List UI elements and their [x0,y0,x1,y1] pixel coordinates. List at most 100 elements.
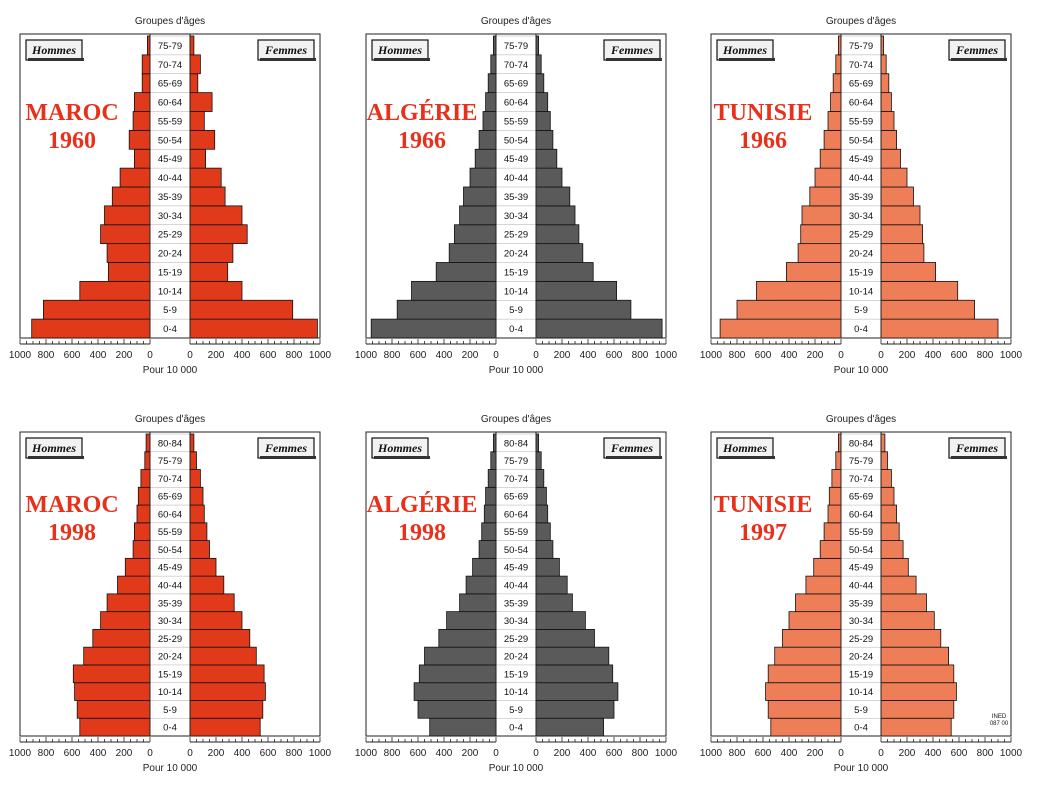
age-label: 15-19 [158,267,182,278]
bar-men-0-4 [770,717,842,737]
age-label: 45-49 [849,563,873,574]
bar-women-10-14 [535,280,617,301]
bar-men-30-34 [788,611,842,630]
bar-women-15-19 [880,262,936,282]
age-label: 80-84 [849,438,873,449]
women-box-shadow [951,456,1007,459]
bar-men-15-19 [72,664,151,684]
bar-women-40-44 [535,167,563,188]
age-label: 5-9 [854,305,868,316]
bar-men-60-64 [830,92,842,112]
bar-women-55-59 [189,522,208,541]
age-label: 70-74 [849,60,873,71]
tick-label-right: 0 [187,350,193,361]
bar-women-35-39 [535,593,573,613]
age-label: 25-29 [504,634,528,645]
women-box-shadow [606,58,662,61]
age-label: 30-34 [158,616,182,627]
bar-men-10-14 [79,280,151,301]
age-label: 40-44 [849,581,873,592]
age-label: 65-69 [849,79,873,90]
bar-women-80-84 [880,433,886,453]
bar-men-35-39 [463,186,497,207]
bar-men-20-24 [106,243,151,263]
age-label: 5-9 [163,705,177,716]
bar-men-5-9 [396,299,497,320]
pyramid-svg: Groupes d'âges Hommes Femmes 0-4 5-9 10-14 15-… [355,414,678,774]
bar-women-60-64 [189,92,213,112]
age-label: 20-24 [158,249,182,260]
bar-men-40-44 [465,575,497,595]
tick-label-left: 800 [38,350,55,361]
bar-women-55-59 [880,111,895,131]
tick-label-right: 800 [632,748,649,759]
tick-label-left: 200 [116,350,133,361]
tick-label-right: 200 [554,748,571,759]
age-label: 30-34 [849,211,873,222]
bar-women-75-79 [535,451,542,470]
plot-frame [19,33,321,339]
bar-men-60-64 [136,504,151,524]
bar-men-0-4 [429,717,497,737]
tick-label-right: 800 [632,350,649,361]
age-label: 55-59 [158,116,182,127]
age-label: 75-79 [158,41,182,52]
bar-women-60-64 [880,92,892,112]
age-label: 35-39 [504,192,528,203]
bar-women-30-34 [880,205,921,226]
bar-men-55-59 [481,522,497,541]
men-label: Hommes [31,441,76,455]
tick-label-left: 0 [147,748,153,759]
age-label: 10-14 [504,687,528,698]
bar-women-50-54 [535,540,554,559]
bar-women-40-44 [189,575,225,595]
bar-women-55-59 [880,522,900,541]
women-box-shadow [260,456,316,459]
bar-men-25-29 [438,629,497,648]
year-label: 1998 [48,520,96,546]
bar-men-20-24 [83,646,151,666]
age-label: 45-49 [158,154,182,165]
age-label: 0-4 [163,723,177,734]
bar-men-35-39 [795,593,842,613]
pyramid-4: Groupes d'âges Hommes Femmes 0-4 5-9 10-14 15-… [346,398,692,796]
bar-women-45-49 [880,148,901,169]
tick-label-right: 400 [925,748,942,759]
bar-women-35-39 [880,186,914,207]
bar-women-65-69 [880,73,890,94]
unit-label: Pour 10 000 [143,365,198,376]
bar-women-35-39 [880,593,927,613]
bar-men-5-9 [43,299,151,320]
age-label: 35-39 [849,598,873,609]
bar-men-15-19 [767,664,842,684]
country-label: ALGÉRIE [367,492,478,518]
tick-label-right: 200 [554,350,571,361]
bar-women-40-44 [535,575,568,595]
tick-label-right: 200 [208,748,225,759]
age-label: 25-29 [849,230,873,241]
bar-women-65-69 [189,73,199,94]
age-label: 15-19 [849,267,873,278]
bar-men-15-19 [418,664,497,684]
bar-men-65-69 [485,486,497,506]
tick-label-left: 800 [38,748,55,759]
bar-women-30-34 [535,611,586,630]
bar-women-25-29 [535,629,595,648]
bar-men-40-44 [814,167,842,188]
age-label: 25-29 [504,230,528,241]
tick-label-left: 1000 [700,350,723,361]
age-label: 0-4 [163,324,177,335]
age-label: 20-24 [849,249,873,260]
bar-women-0-4 [189,318,318,339]
bar-men-45-49 [819,148,842,169]
bar-men-40-44 [805,575,842,595]
women-box-shadow [606,456,662,459]
bar-women-55-59 [189,111,205,131]
tick-label-left: 0 [838,748,844,759]
age-label: 80-84 [158,438,182,449]
bar-men-40-44 [117,575,151,595]
plot-frame [710,33,1012,339]
bar-men-45-49 [472,557,497,577]
age-label: 50-54 [158,545,182,556]
bar-women-70-74 [880,469,892,488]
